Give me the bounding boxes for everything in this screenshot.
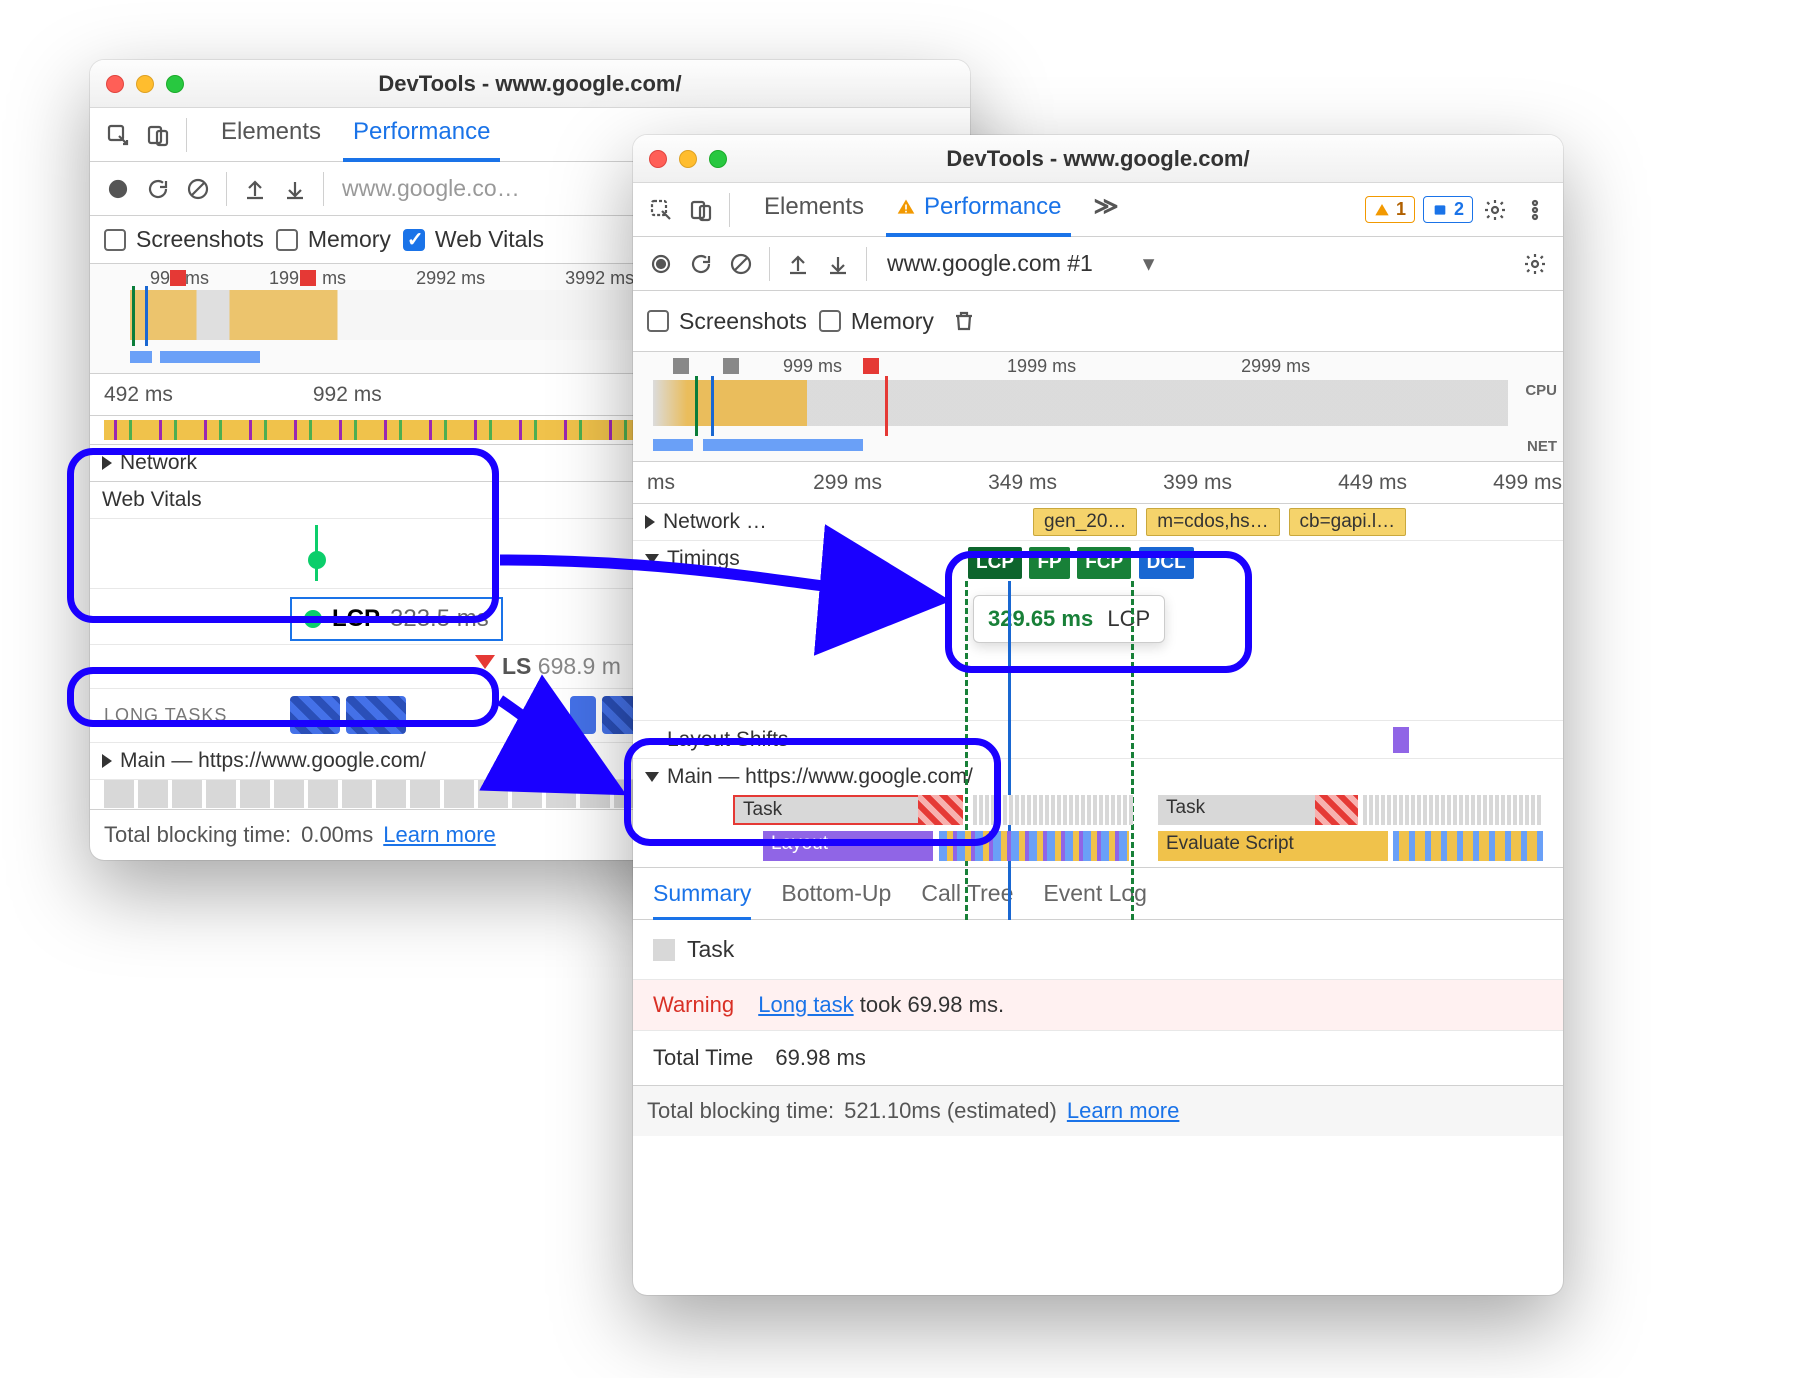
tab-performance[interactable]: Performance bbox=[343, 108, 500, 162]
net-chip[interactable]: cb=gapi.l… bbox=[1289, 508, 1407, 536]
tab-summary[interactable]: Summary bbox=[653, 880, 751, 920]
total-time-row: Total Time 69.98 ms bbox=[633, 1031, 1563, 1085]
long-task-link[interactable]: Long task bbox=[758, 992, 853, 1017]
screenshots-checkbox[interactable]: Screenshots bbox=[104, 226, 264, 253]
minimize-dot[interactable] bbox=[136, 75, 154, 93]
device-toggle-icon[interactable] bbox=[683, 190, 719, 230]
layout-shifts-track[interactable]: Layout Shifts bbox=[633, 721, 1563, 759]
titlebar: DevTools - www.google.com/ bbox=[633, 135, 1563, 183]
devtools-tabbar: Elements Performance ≫ 1 2 bbox=[633, 183, 1563, 237]
zoom-dot[interactable] bbox=[709, 150, 727, 168]
kebab-icon[interactable] bbox=[1517, 190, 1553, 230]
net-chip[interactable]: m=cdos,hs… bbox=[1146, 508, 1279, 536]
eval-script-block[interactable]: Evaluate Script bbox=[1158, 831, 1388, 861]
time-ruler: ms 299 ms 349 ms 399 ms 449 ms 499 ms bbox=[633, 462, 1563, 504]
devtools-window-front: DevTools - www.google.com/ Elements Perf… bbox=[633, 135, 1563, 1295]
screenshots-checkbox[interactable]: Screenshots bbox=[647, 308, 807, 335]
minimize-dot[interactable] bbox=[679, 150, 697, 168]
layout-block[interactable]: Layout bbox=[763, 831, 933, 861]
tab-more[interactable]: ≫ bbox=[1083, 182, 1128, 237]
info-badge[interactable]: 2 bbox=[1423, 196, 1473, 223]
device-toggle-icon[interactable] bbox=[140, 115, 176, 155]
url-label: www.google.co… bbox=[334, 175, 520, 202]
timing-tooltip: 329.65 ms LCP bbox=[973, 595, 1165, 643]
inspect-icon[interactable] bbox=[100, 115, 136, 155]
profile-select[interactable]: www.google.com #1▾ bbox=[877, 250, 1164, 277]
window-title: DevTools - www.google.com/ bbox=[633, 146, 1563, 172]
perf-settings-icon[interactable] bbox=[1517, 244, 1553, 284]
upload-icon[interactable] bbox=[780, 244, 816, 284]
download-icon[interactable] bbox=[820, 244, 856, 284]
reload-icon[interactable] bbox=[140, 169, 176, 209]
settings-icon[interactable] bbox=[1477, 190, 1513, 230]
close-dot[interactable] bbox=[106, 75, 124, 93]
lcp-tooltip: LCP 323.5 ms bbox=[290, 597, 503, 641]
learn-more-link[interactable]: Learn more bbox=[383, 822, 496, 848]
webvitals-checkbox[interactable]: Web Vitals bbox=[403, 226, 544, 253]
zoom-dot[interactable] bbox=[166, 75, 184, 93]
main-track[interactable]: Main — https://www.google.com/ bbox=[633, 759, 1563, 795]
record-icon[interactable] bbox=[100, 169, 136, 209]
trash-icon[interactable] bbox=[946, 301, 982, 341]
tab-bottomup[interactable]: Bottom-Up bbox=[781, 880, 891, 907]
lcp-badge[interactable]: LCP bbox=[968, 547, 1022, 579]
net-chip[interactable]: gen_20… bbox=[1033, 508, 1137, 536]
options-row: Screenshots Memory bbox=[633, 291, 1563, 352]
ls-label: LS 698.9 m bbox=[502, 653, 621, 680]
window-title: DevTools - www.google.com/ bbox=[90, 71, 970, 97]
tab-elements[interactable]: Elements bbox=[211, 108, 331, 162]
clear-icon[interactable] bbox=[180, 169, 216, 209]
footer: Total blocking time: 521.10ms (estimated… bbox=[633, 1085, 1563, 1136]
clear-icon[interactable] bbox=[723, 244, 759, 284]
close-dot[interactable] bbox=[649, 150, 667, 168]
perf-toolbar: www.google.com #1▾ bbox=[633, 237, 1563, 291]
fcp-badge[interactable]: FCP bbox=[1077, 547, 1131, 579]
memory-checkbox[interactable]: Memory bbox=[819, 308, 934, 335]
download-icon[interactable] bbox=[277, 169, 313, 209]
tab-performance[interactable]: Performance bbox=[886, 183, 1071, 237]
tab-elements[interactable]: Elements bbox=[754, 183, 874, 237]
warnings-badge[interactable]: 1 bbox=[1365, 196, 1415, 223]
record-icon[interactable] bbox=[643, 244, 679, 284]
inspect-icon[interactable] bbox=[643, 190, 679, 230]
fp-badge[interactable]: FP bbox=[1029, 547, 1069, 579]
dcl-badge[interactable]: DCL bbox=[1139, 547, 1194, 579]
learn-more-link[interactable]: Learn more bbox=[1067, 1098, 1180, 1124]
warning-row: Warning Long task took 69.98 ms. bbox=[633, 979, 1563, 1031]
titlebar: DevTools - www.google.com/ bbox=[90, 60, 970, 108]
reload-icon[interactable] bbox=[683, 244, 719, 284]
detail-header: Task bbox=[633, 920, 1563, 979]
memory-checkbox[interactable]: Memory bbox=[276, 226, 391, 253]
detail-tabs: Summary Bottom-Up Call Tree Event Log bbox=[633, 867, 1563, 920]
upload-icon[interactable] bbox=[237, 169, 273, 209]
overview-timeline[interactable]: 999 ms 1999 ms 2999 ms CPU NET bbox=[633, 352, 1563, 462]
network-track[interactable]: Network … gen_20… m=cdos,hs… cb=gapi.l… bbox=[633, 504, 1563, 541]
longtasks-label: LONG TASKS bbox=[90, 705, 227, 726]
